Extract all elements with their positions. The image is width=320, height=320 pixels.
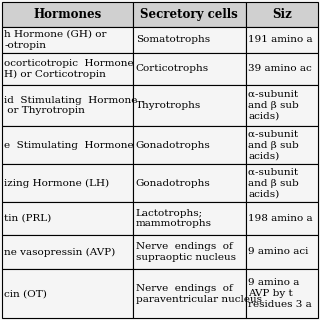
Bar	[2, 126, 133, 164]
Text: Somatotrophs: Somatotrophs	[136, 35, 210, 44]
Text: α-subunit 
and β sub
acids): α-subunit and β sub acids)	[248, 168, 301, 198]
Text: Lactotrophs;
mammotrophs: Lactotrophs; mammotrophs	[136, 209, 212, 228]
Bar	[133, 269, 245, 318]
Bar	[133, 235, 245, 269]
Text: cin (OT): cin (OT)	[4, 289, 47, 298]
Bar	[245, 202, 318, 235]
Text: id  Stimulating  Hormone
 or Thyrotropin: id Stimulating Hormone or Thyrotropin	[4, 96, 138, 116]
Text: α-subunit 
and β sub
acids): α-subunit and β sub acids)	[248, 130, 301, 161]
Bar	[2, 53, 133, 85]
Text: e  Stimulating  Hormone: e Stimulating Hormone	[4, 141, 134, 150]
Text: Nerve  endings  of
supraoptic nucleus: Nerve endings of supraoptic nucleus	[136, 242, 236, 262]
Bar	[133, 85, 245, 126]
Text: Gonadotrophs: Gonadotrophs	[136, 141, 210, 150]
Text: tin (PRL): tin (PRL)	[4, 214, 52, 223]
Bar	[133, 202, 245, 235]
Bar	[245, 164, 318, 202]
Bar	[245, 85, 318, 126]
Bar	[133, 27, 245, 53]
Text: Nerve  endings  of
paraventricular nucleus: Nerve endings of paraventricular nucleus	[136, 284, 262, 304]
Text: 39 amino ac: 39 amino ac	[248, 64, 312, 73]
Bar	[2, 269, 133, 318]
Bar	[245, 126, 318, 164]
Text: h Hormone (GH) or
-otropin: h Hormone (GH) or -otropin	[4, 30, 107, 50]
Text: Hormones: Hormones	[33, 8, 101, 21]
Text: Corticotrophs: Corticotrophs	[136, 64, 209, 73]
Bar	[133, 164, 245, 202]
Bar	[245, 27, 318, 53]
Bar	[2, 85, 133, 126]
Bar	[2, 235, 133, 269]
Bar	[245, 235, 318, 269]
Bar	[2, 2, 133, 27]
Bar	[2, 27, 133, 53]
Text: ocorticotropic  Hormone
H) or Corticotropin: ocorticotropic Hormone H) or Corticotrop…	[4, 59, 134, 79]
Text: Siz: Siz	[272, 8, 292, 21]
Text: 198 amino a: 198 amino a	[248, 214, 313, 223]
Bar	[2, 202, 133, 235]
Bar	[133, 2, 245, 27]
Bar	[245, 53, 318, 85]
Text: Thyrotrophs: Thyrotrophs	[136, 101, 201, 110]
Text: α-subunit 
and β sub
acids): α-subunit and β sub acids)	[248, 90, 301, 121]
Text: 9 amino aci: 9 amino aci	[248, 247, 308, 256]
Bar	[2, 164, 133, 202]
Text: izing Hormone (LH): izing Hormone (LH)	[4, 179, 109, 188]
Text: 191 amino a: 191 amino a	[248, 35, 313, 44]
Bar	[245, 2, 318, 27]
Text: Secretory cells: Secretory cells	[140, 8, 238, 21]
Text: Gonadotrophs: Gonadotrophs	[136, 179, 210, 188]
Bar	[245, 269, 318, 318]
Bar	[133, 126, 245, 164]
Text: 9 amino a
AVP by t
residues 3 a: 9 amino a AVP by t residues 3 a	[248, 278, 312, 309]
Text: ne vasopressin (AVP): ne vasopressin (AVP)	[4, 247, 116, 257]
Bar	[133, 53, 245, 85]
